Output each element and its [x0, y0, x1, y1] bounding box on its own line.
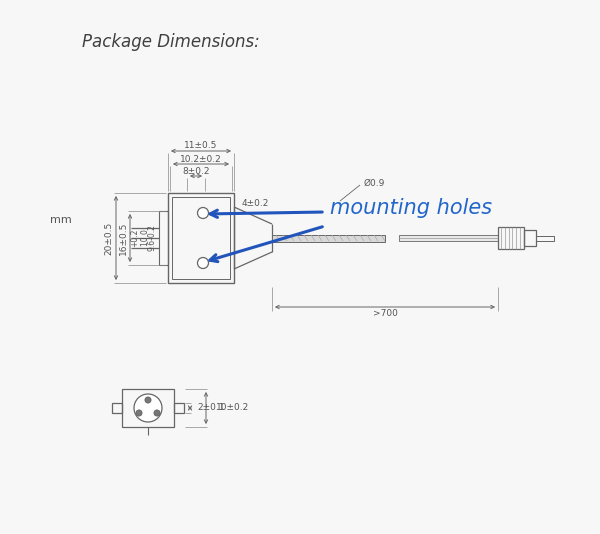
Bar: [112, 403, 122, 413]
Bar: [159, 211, 168, 265]
Bar: [122, 389, 174, 427]
Text: 16±0.5: 16±0.5: [119, 221, 128, 255]
Circle shape: [197, 257, 209, 269]
Bar: [399, 235, 498, 241]
Text: 11±0.5: 11±0.5: [184, 142, 218, 151]
Text: mm: mm: [50, 215, 72, 225]
Circle shape: [197, 208, 209, 218]
Text: 2±0.1: 2±0.1: [197, 404, 224, 412]
Bar: [174, 403, 184, 413]
Text: 10.2±0.2: 10.2±0.2: [180, 154, 222, 163]
Circle shape: [154, 410, 160, 416]
Bar: [498, 227, 524, 249]
Text: mounting holes: mounting holes: [330, 198, 492, 218]
Text: 8±0.2: 8±0.2: [182, 167, 210, 176]
Text: Ø0.9: Ø0.9: [364, 178, 385, 187]
Text: 4±0.2: 4±0.2: [242, 199, 269, 208]
Text: 20±0.5: 20±0.5: [104, 222, 113, 255]
Bar: [272, 234, 385, 241]
Bar: [172, 197, 230, 279]
Bar: [168, 193, 234, 283]
Text: 9.6-0.2: 9.6-0.2: [148, 225, 157, 252]
Text: +0.2
10 0: +0.2 10 0: [130, 229, 150, 247]
Text: 10±0.2: 10±0.2: [216, 404, 249, 412]
Circle shape: [145, 397, 151, 403]
Circle shape: [134, 394, 162, 422]
Bar: [536, 235, 554, 240]
Text: >700: >700: [373, 310, 397, 318]
Bar: [524, 230, 536, 246]
Circle shape: [136, 410, 142, 416]
Text: Package Dimensions:: Package Dimensions:: [82, 33, 260, 51]
